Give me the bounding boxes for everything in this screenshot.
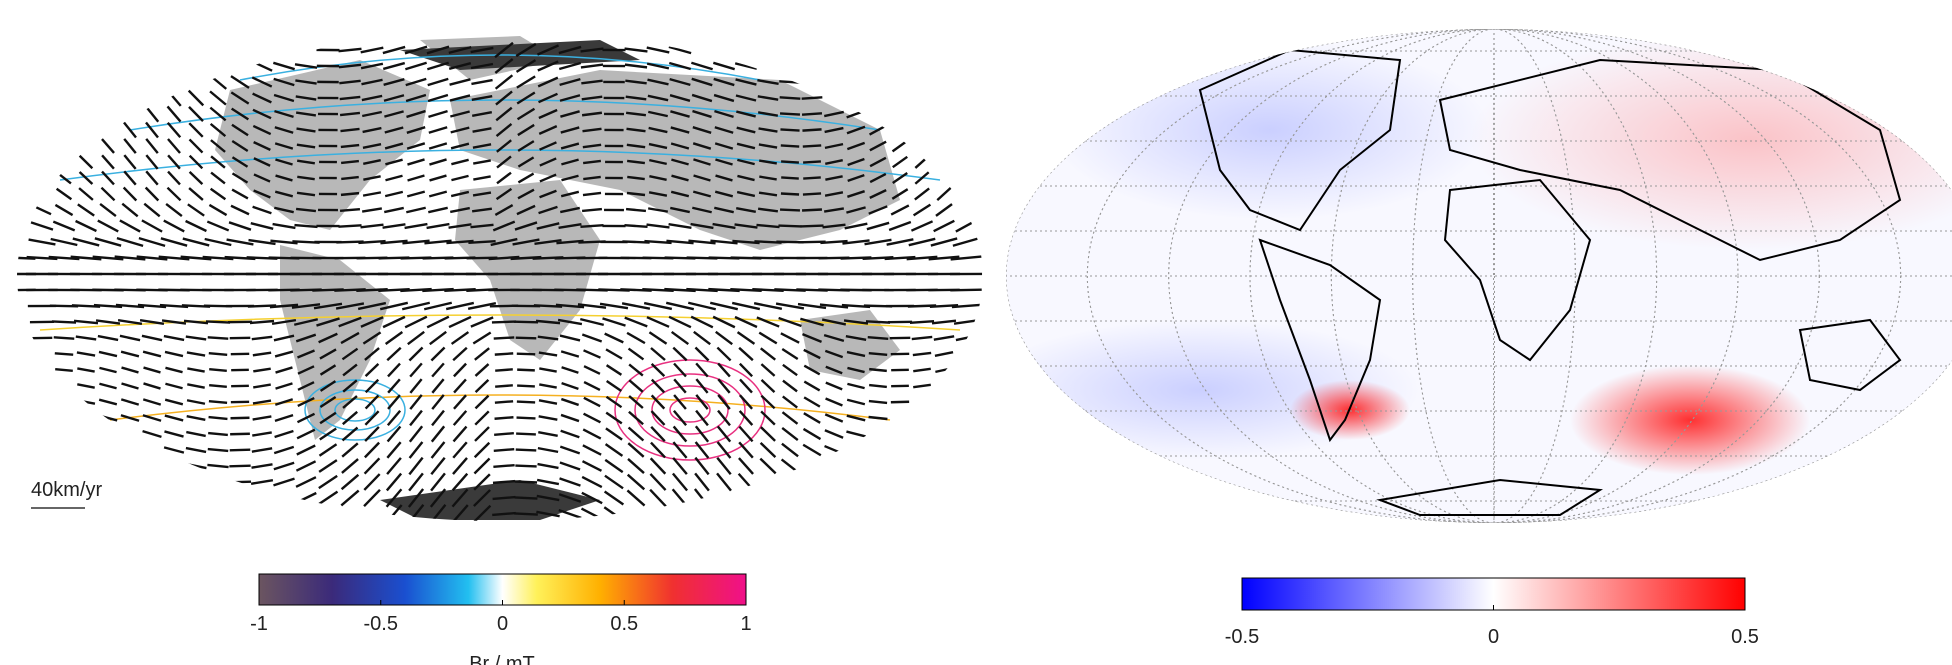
flow-arrow bbox=[517, 386, 535, 387]
flow-arrow bbox=[869, 353, 887, 355]
anomaly-map bbox=[980, 29, 1952, 523]
figure: 40km/yr Br / mT -1 -0.5 0 0.5 1 -0.5 0 0.5 bbox=[0, 0, 1952, 665]
flow-arrow bbox=[493, 465, 514, 467]
flow-arrow bbox=[781, 177, 799, 178]
flow-arrow bbox=[516, 338, 537, 339]
flow-arrow bbox=[468, 241, 495, 243]
flow-arrow bbox=[580, 225, 603, 227]
flow-arrow bbox=[208, 337, 229, 338]
flow-arrow bbox=[494, 433, 514, 435]
flow-arrow bbox=[516, 450, 537, 451]
flow-arrow bbox=[516, 434, 536, 435]
flow-arrow bbox=[495, 353, 513, 354]
flow-arrow bbox=[495, 385, 513, 386]
flow-arrow bbox=[802, 129, 821, 130]
flow-arrow bbox=[910, 321, 934, 323]
flow-arrow bbox=[780, 129, 799, 130]
flow-arrow bbox=[803, 145, 821, 146]
flow-arrow bbox=[514, 513, 538, 514]
colorbar-tick-label: -0.5 bbox=[1225, 626, 1259, 648]
flow-arrow bbox=[802, 113, 822, 114]
flow-arrow bbox=[229, 466, 250, 467]
flow-arrow bbox=[866, 321, 890, 322]
flow-arrow bbox=[209, 385, 227, 387]
flow-arrow bbox=[495, 417, 514, 418]
flow-arrow bbox=[514, 322, 538, 323]
flow-arrow bbox=[517, 370, 535, 371]
flow-arrow bbox=[494, 337, 515, 338]
flow-arrow bbox=[780, 97, 801, 98]
flow-arrow bbox=[802, 97, 823, 98]
flow-arrow bbox=[55, 369, 73, 371]
flow-arrow bbox=[517, 402, 535, 403]
flow-arrow bbox=[803, 193, 821, 194]
flow-arrow bbox=[492, 322, 516, 323]
colorbar-tick-label: 0 bbox=[497, 613, 508, 635]
flow-arrow bbox=[338, 225, 361, 226]
flow-arrow bbox=[802, 210, 822, 211]
flow-arrow bbox=[778, 226, 801, 227]
flow-arrow bbox=[517, 354, 535, 355]
flow-arrow bbox=[230, 434, 250, 435]
flow-arrow bbox=[515, 482, 537, 483]
flow-arrow bbox=[868, 337, 889, 339]
flow-arrow bbox=[515, 497, 538, 498]
flow-arrow bbox=[495, 401, 513, 402]
flow-arrow bbox=[52, 321, 76, 322]
flow-arrow bbox=[800, 226, 823, 227]
flow-arrow bbox=[54, 337, 75, 338]
flow-arrow bbox=[950, 290, 981, 291]
colorbar-tick-label: -1 bbox=[250, 613, 268, 635]
flow-arrow bbox=[781, 194, 799, 195]
colorbar-tick-label: 1 bbox=[740, 613, 751, 635]
flow-arrow bbox=[229, 482, 251, 483]
flow-arrow bbox=[515, 466, 536, 467]
flow-arrow bbox=[206, 321, 230, 322]
flow-arrow bbox=[780, 210, 800, 211]
colorbar-tick-label: 0.5 bbox=[1731, 626, 1759, 648]
flow-arrow bbox=[209, 353, 227, 355]
flow-map bbox=[4, 31, 983, 523]
colorbar-tick-label: 0.5 bbox=[610, 613, 638, 635]
flow-arrow bbox=[494, 449, 514, 451]
flow-arrow bbox=[803, 177, 821, 178]
colorbar-tick-label: 0 bbox=[1488, 626, 1499, 648]
colorbar-label: Br / mT bbox=[469, 653, 535, 665]
colorbar-tick-label: -0.5 bbox=[364, 613, 398, 635]
flow-arrow bbox=[779, 81, 800, 82]
flow-arrow bbox=[517, 418, 536, 419]
flow-arrow bbox=[803, 161, 821, 162]
flow-arrow bbox=[55, 353, 73, 354]
scale-label: 40km/yr bbox=[31, 479, 102, 501]
flow-arrow bbox=[230, 450, 251, 451]
flow-arrow bbox=[624, 225, 647, 227]
flow-arrow bbox=[495, 369, 513, 370]
flow-arrow bbox=[340, 209, 360, 211]
flow-arrow bbox=[781, 145, 799, 146]
flow-arrow bbox=[781, 161, 799, 162]
flow-arrow bbox=[209, 369, 227, 371]
flow-arrow bbox=[780, 113, 800, 114]
